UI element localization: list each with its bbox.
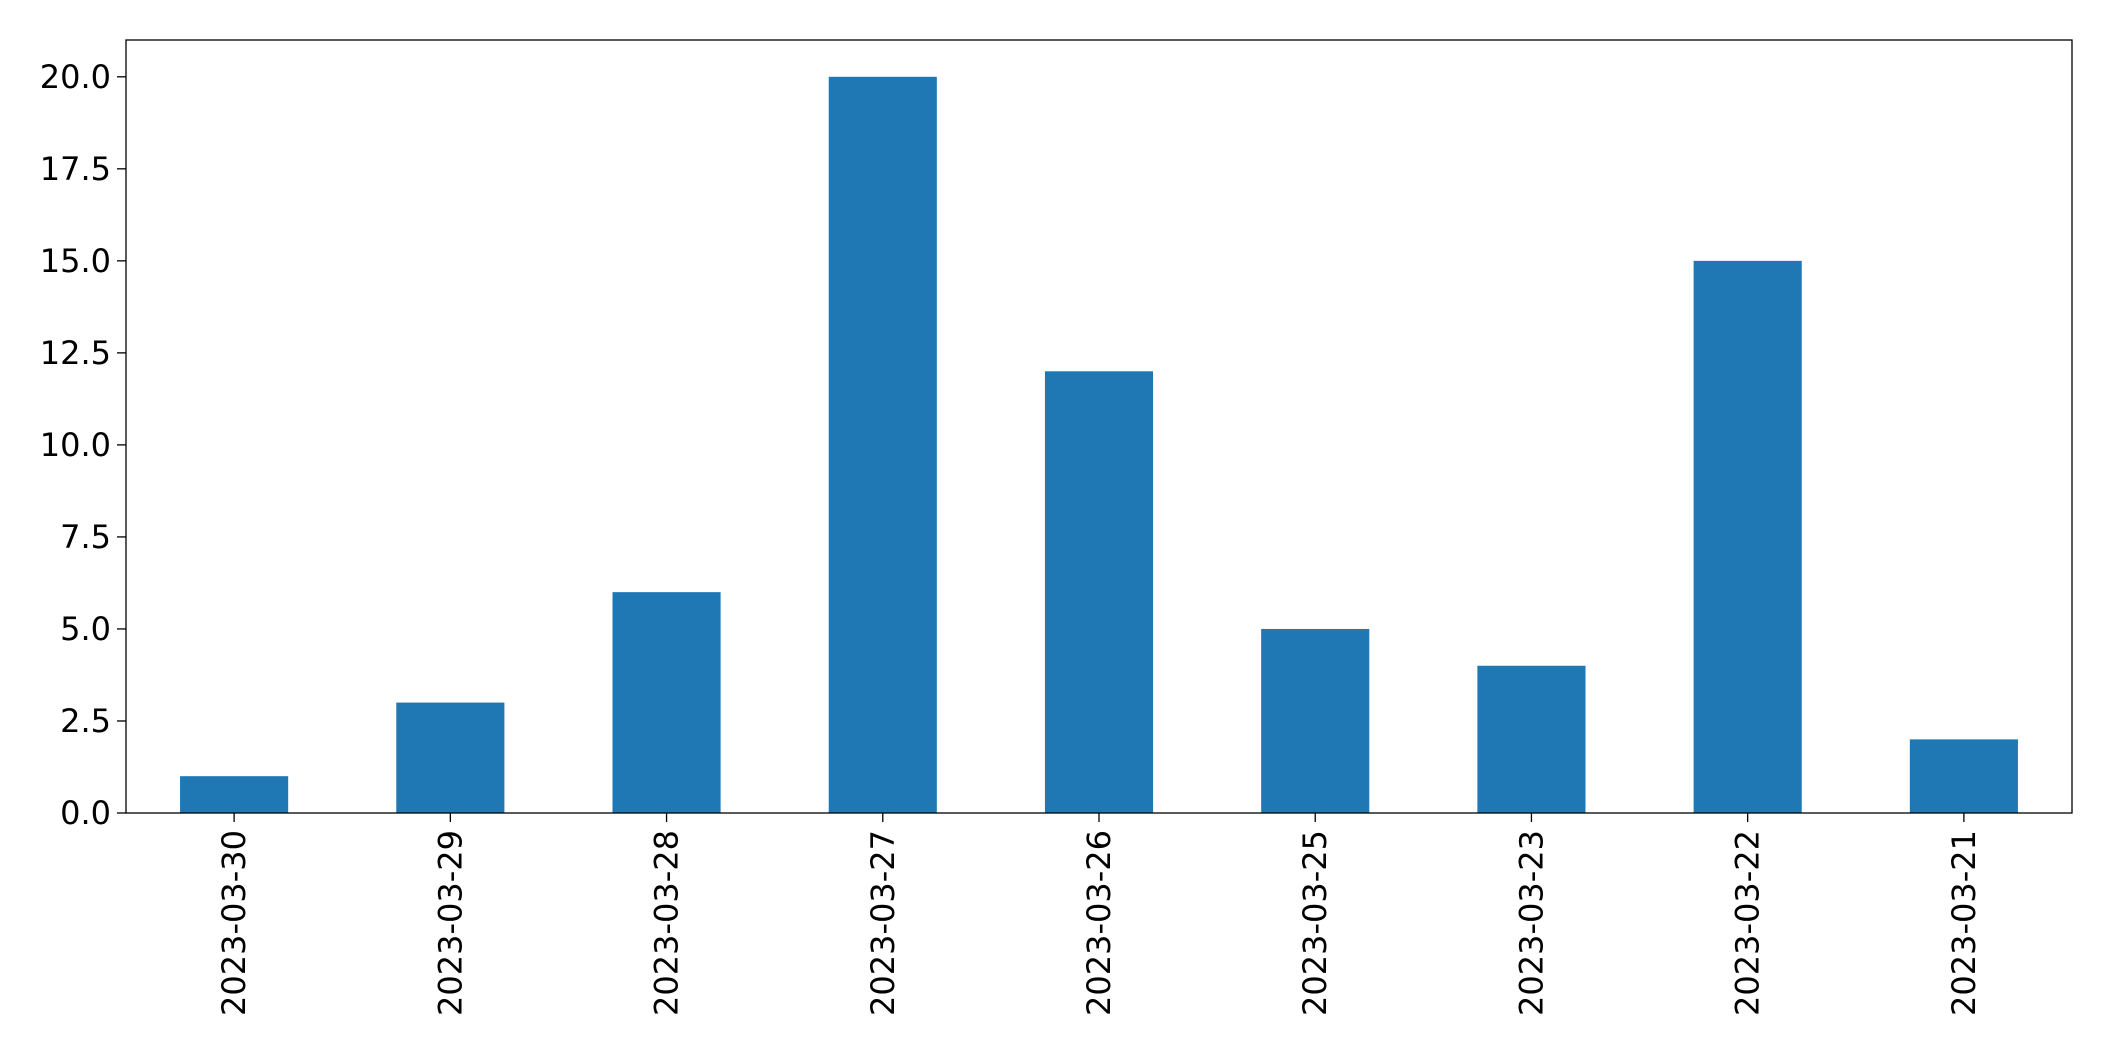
x-tick-label: 2023-03-30	[215, 830, 253, 1016]
x-tick-label: 2023-03-22	[1729, 830, 1767, 1016]
y-tick-label: 17.5	[40, 150, 111, 188]
bar-2023-03-23	[1477, 665, 1586, 813]
x-tick-label: 2023-03-25	[1296, 830, 1334, 1016]
bar-2023-03-29	[396, 702, 505, 813]
x-tick-label: 2023-03-28	[648, 830, 686, 1016]
x-tick-label: 2023-03-23	[1512, 830, 1550, 1016]
x-axis: 2023-03-30 2023-03-29 2023-03-28 2023-03-27…	[215, 813, 1983, 1016]
bar-2023-03-22	[1693, 260, 1802, 813]
bar-2023-03-30	[180, 776, 289, 813]
x-tick-label: 2023-03-26	[1080, 830, 1118, 1016]
y-tick-label: 5.0	[60, 610, 111, 648]
y-tick-label: 15.0	[40, 242, 111, 280]
y-tick-label: 12.5	[40, 334, 111, 372]
y-tick-label: 7.5	[60, 518, 111, 556]
bar-2023-03-21	[1909, 739, 2018, 813]
x-tick-label: 2023-03-27	[864, 830, 902, 1016]
bars-group	[180, 76, 2018, 813]
plot-frame	[125, 39, 2073, 814]
bar-2023-03-27	[828, 76, 937, 813]
x-tick-label: 2023-03-21	[1945, 830, 1983, 1016]
bar-2023-03-28	[612, 592, 721, 813]
y-axis: 0.0 2.5 5.0 7.5 10.0 12.5 15.0 17.5 20.0	[40, 58, 126, 832]
y-tick-label: 0.0	[60, 794, 111, 832]
y-tick-label: 20.0	[40, 58, 111, 96]
y-tick-label: 10.0	[40, 426, 111, 464]
bar-2023-03-25	[1261, 628, 1370, 813]
y-tick-label: 2.5	[60, 702, 111, 740]
bar-2023-03-26	[1044, 371, 1154, 813]
x-tick-label: 2023-03-29	[431, 830, 469, 1016]
